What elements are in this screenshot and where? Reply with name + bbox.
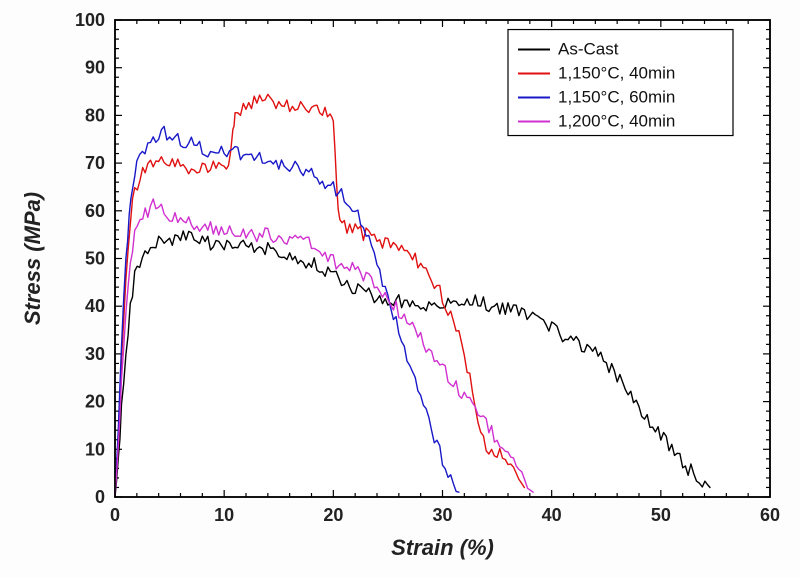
y-axis-label: Stress (MPa) <box>20 192 45 325</box>
legend-label: 1,150°C, 40min <box>558 64 675 83</box>
y-tick-label: 80 <box>85 105 105 125</box>
x-axis-label: Strain (%) <box>391 535 494 560</box>
y-tick-label: 90 <box>85 58 105 78</box>
legend-label: 1,150°C, 60min <box>558 88 675 107</box>
x-tick-label: 50 <box>651 505 671 525</box>
x-tick-label: 10 <box>214 505 234 525</box>
legend-label: As-Cast <box>558 40 619 59</box>
y-tick-label: 100 <box>75 10 105 30</box>
y-tick-label: 20 <box>85 392 105 412</box>
y-tick-label: 0 <box>95 487 105 507</box>
chart-container: 0 10 20 30 40 50 60 0 10 20 30 40 50 60 70 80 90 100 Strai… <box>0 0 800 577</box>
x-tick-label: 20 <box>323 505 343 525</box>
x-tick-label: 40 <box>542 505 562 525</box>
y-tick-label: 30 <box>85 344 105 364</box>
y-tick-label: 10 <box>85 439 105 459</box>
stress-strain-chart: 0 10 20 30 40 50 60 0 10 20 30 40 50 60 70 80 90 100 Strai… <box>0 0 800 577</box>
x-tick-label: 60 <box>760 505 780 525</box>
y-tick-label: 70 <box>85 153 105 173</box>
y-tick-label: 40 <box>85 296 105 316</box>
legend-label: 1,200°C, 40min <box>558 112 675 131</box>
y-tick-label: 60 <box>85 201 105 221</box>
x-tick-label: 30 <box>432 505 452 525</box>
legend: As-Cast 1,150°C, 40min 1,150°C, 60min 1,200… <box>508 30 733 136</box>
y-tick-label: 50 <box>85 249 105 269</box>
x-tick-label: 0 <box>110 505 120 525</box>
